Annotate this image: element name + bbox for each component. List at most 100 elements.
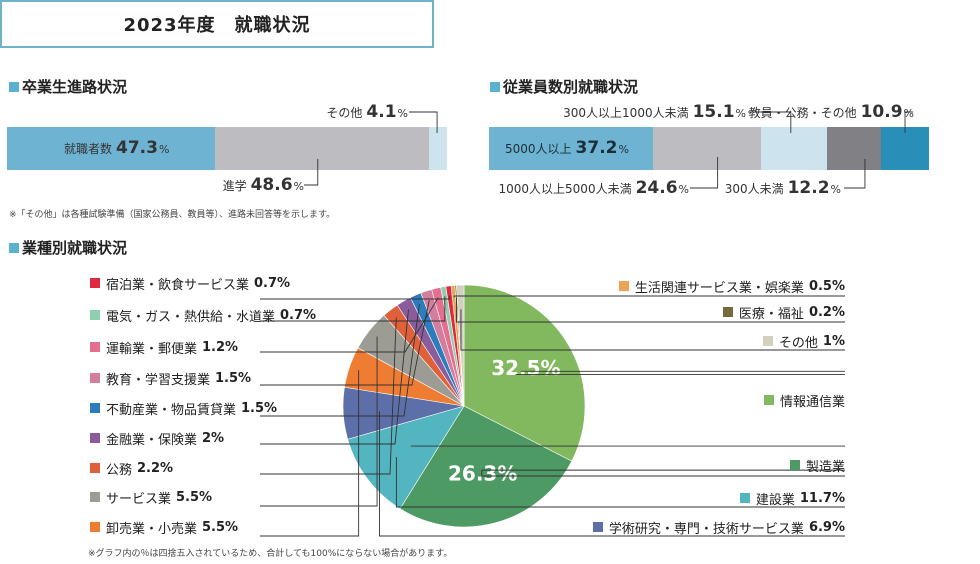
other-note: ※「その他」は各種試験準備（国家公務員、教員等）、進路未回答等を示します。: [9, 210, 336, 220]
legend-item: 宿泊業・飲食サービス業 0.7%: [90, 274, 291, 293]
legend-value: 0.7%: [280, 307, 317, 323]
bar-label-value: 24.6: [635, 178, 678, 198]
legend-label: 宿泊業・飲食サービス業: [106, 277, 250, 293]
leader-line: [409, 111, 438, 133]
legend-value: 0.2%: [808, 304, 845, 320]
bar-segment-3: [428, 127, 447, 170]
heading-marker-icon: [9, 81, 19, 92]
legend-label: 運輸業・郵便業: [106, 341, 198, 357]
pie-inner-label: 32.5%: [491, 356, 560, 380]
bar-label-category: 進学: [222, 179, 247, 193]
legend-label: その他: [778, 335, 818, 351]
bar-label-category: 教員・公務・その他: [748, 106, 857, 120]
bar-label-category: 就職者数: [64, 142, 113, 156]
legend-item: 情報通信業: [763, 391, 845, 410]
bar-label-unit: %: [830, 183, 841, 196]
legend-item: 生活関連サービス業・娯楽業 0.5%: [618, 277, 845, 296]
leader-line: [260, 317, 397, 475]
industry-heading: 業種別就職状況: [9, 237, 127, 258]
legend-swatch: [90, 278, 100, 288]
legend-label: サービス業: [106, 491, 172, 507]
legend-value: 6.9%: [808, 519, 845, 535]
bar-segment-2: [652, 127, 761, 170]
bar-label-unit: %: [397, 107, 408, 120]
legend-swatch: [763, 395, 774, 405]
legend-item: 建設業 11.7%: [739, 489, 845, 508]
bar-label-category: 300人未満: [724, 182, 784, 196]
pie-slice-2: [399, 405, 573, 528]
legend-value: 5.5%: [202, 519, 239, 535]
bar-label-teachers-public: 教員・公務・その他 10.9%: [749, 102, 914, 122]
legend-label: 医療・福祉: [738, 306, 804, 322]
pie-inner-label: 26.3%: [448, 462, 517, 486]
legend-label: 建設業: [755, 492, 795, 508]
bar-label-category: 5000人以上: [505, 142, 572, 156]
legend-item: 卸売業・小売業 5.5%: [90, 518, 239, 537]
bar-label-unit: %: [618, 143, 629, 156]
leader-line: [304, 159, 319, 186]
legend-swatch: [90, 522, 100, 532]
bar-label-other: その他 4.1%: [326, 102, 408, 122]
legend-swatch: [90, 310, 100, 320]
bar-segment-5: [881, 127, 929, 170]
bar-label-300-1000: 300人以上1000人未満 15.1%: [563, 102, 746, 122]
legend-swatch: [90, 492, 100, 502]
bar-label-value: 48.6: [250, 175, 293, 195]
leader-line: [748, 111, 792, 133]
leader-line: [460, 309, 845, 351]
legend-swatch: [789, 460, 800, 470]
bar-label-value: 10.9: [860, 102, 903, 122]
leader-line: [453, 295, 845, 298]
legend-value: 0.7%: [254, 275, 291, 291]
legend-item: 製造業: [789, 456, 845, 475]
legend-swatch: [762, 336, 773, 346]
bar-label-category: その他: [326, 106, 363, 120]
leader-line: [904, 111, 913, 133]
bar-label-value: 37.2: [575, 138, 618, 158]
legend-value: 1.5%: [241, 400, 278, 416]
legend-value: 2%: [202, 430, 225, 446]
legend-swatch: [618, 281, 629, 291]
legend-swatch: [90, 373, 100, 383]
legend-label: 卸売業・小売業: [106, 521, 198, 537]
leader-line: [260, 336, 378, 507]
legend-item: サービス業 5.5%: [90, 488, 213, 507]
bar-label-unit: %: [158, 143, 170, 156]
leader-line: [260, 303, 420, 417]
leader-line: [844, 159, 866, 189]
bar-label-further-study: 進学 48.6%: [223, 175, 304, 195]
legend-label: 公務: [106, 462, 133, 478]
bar-label-value: 4.1: [366, 102, 397, 122]
legend-value: 2.2%: [137, 460, 174, 476]
legend-swatch: [739, 493, 750, 503]
legend-item: 金融業・保険業 2%: [90, 429, 225, 448]
bar-label-unit: %: [903, 107, 914, 120]
heading-marker-icon: [490, 81, 500, 92]
leader-line: [260, 300, 430, 386]
leader-line: [260, 370, 360, 537]
legend-label: 電気・ガス・熱供給・水道業: [106, 309, 276, 325]
bar-label-unit: %: [735, 107, 746, 120]
leader-line: [260, 296, 446, 322]
legend-value: 0.5%: [808, 278, 845, 294]
legend-value: 11.7%: [799, 490, 845, 506]
heading-marker-icon: [9, 242, 19, 253]
legend-item: 医療・福祉 0.2%: [722, 303, 845, 322]
legend-value: 1.2%: [202, 339, 239, 355]
legend-item: 公務 2.2%: [90, 459, 174, 478]
bar-segment-1: [7, 127, 216, 170]
legend-value: 5.5%: [176, 489, 213, 505]
leader-line: [481, 470, 845, 477]
bar-label-under-300: 300人未満 12.2%: [725, 178, 841, 198]
legend-label: 不動産業・物品賃貸業: [106, 402, 237, 418]
bar-label-unit: %: [678, 183, 689, 196]
page-title: 2023年度 就職状況: [0, 0, 434, 48]
bar-label-value: 47.3: [116, 138, 158, 158]
pie-slice-1: [463, 284, 586, 462]
bar-label-category: 1000人以上5000人未満: [498, 182, 632, 196]
legend-value: 1.5%: [215, 370, 252, 386]
career-path-heading: 卒業生進路状況: [9, 76, 127, 97]
pie-slice-16: [456, 284, 465, 407]
bar-segment-1: [489, 127, 653, 170]
